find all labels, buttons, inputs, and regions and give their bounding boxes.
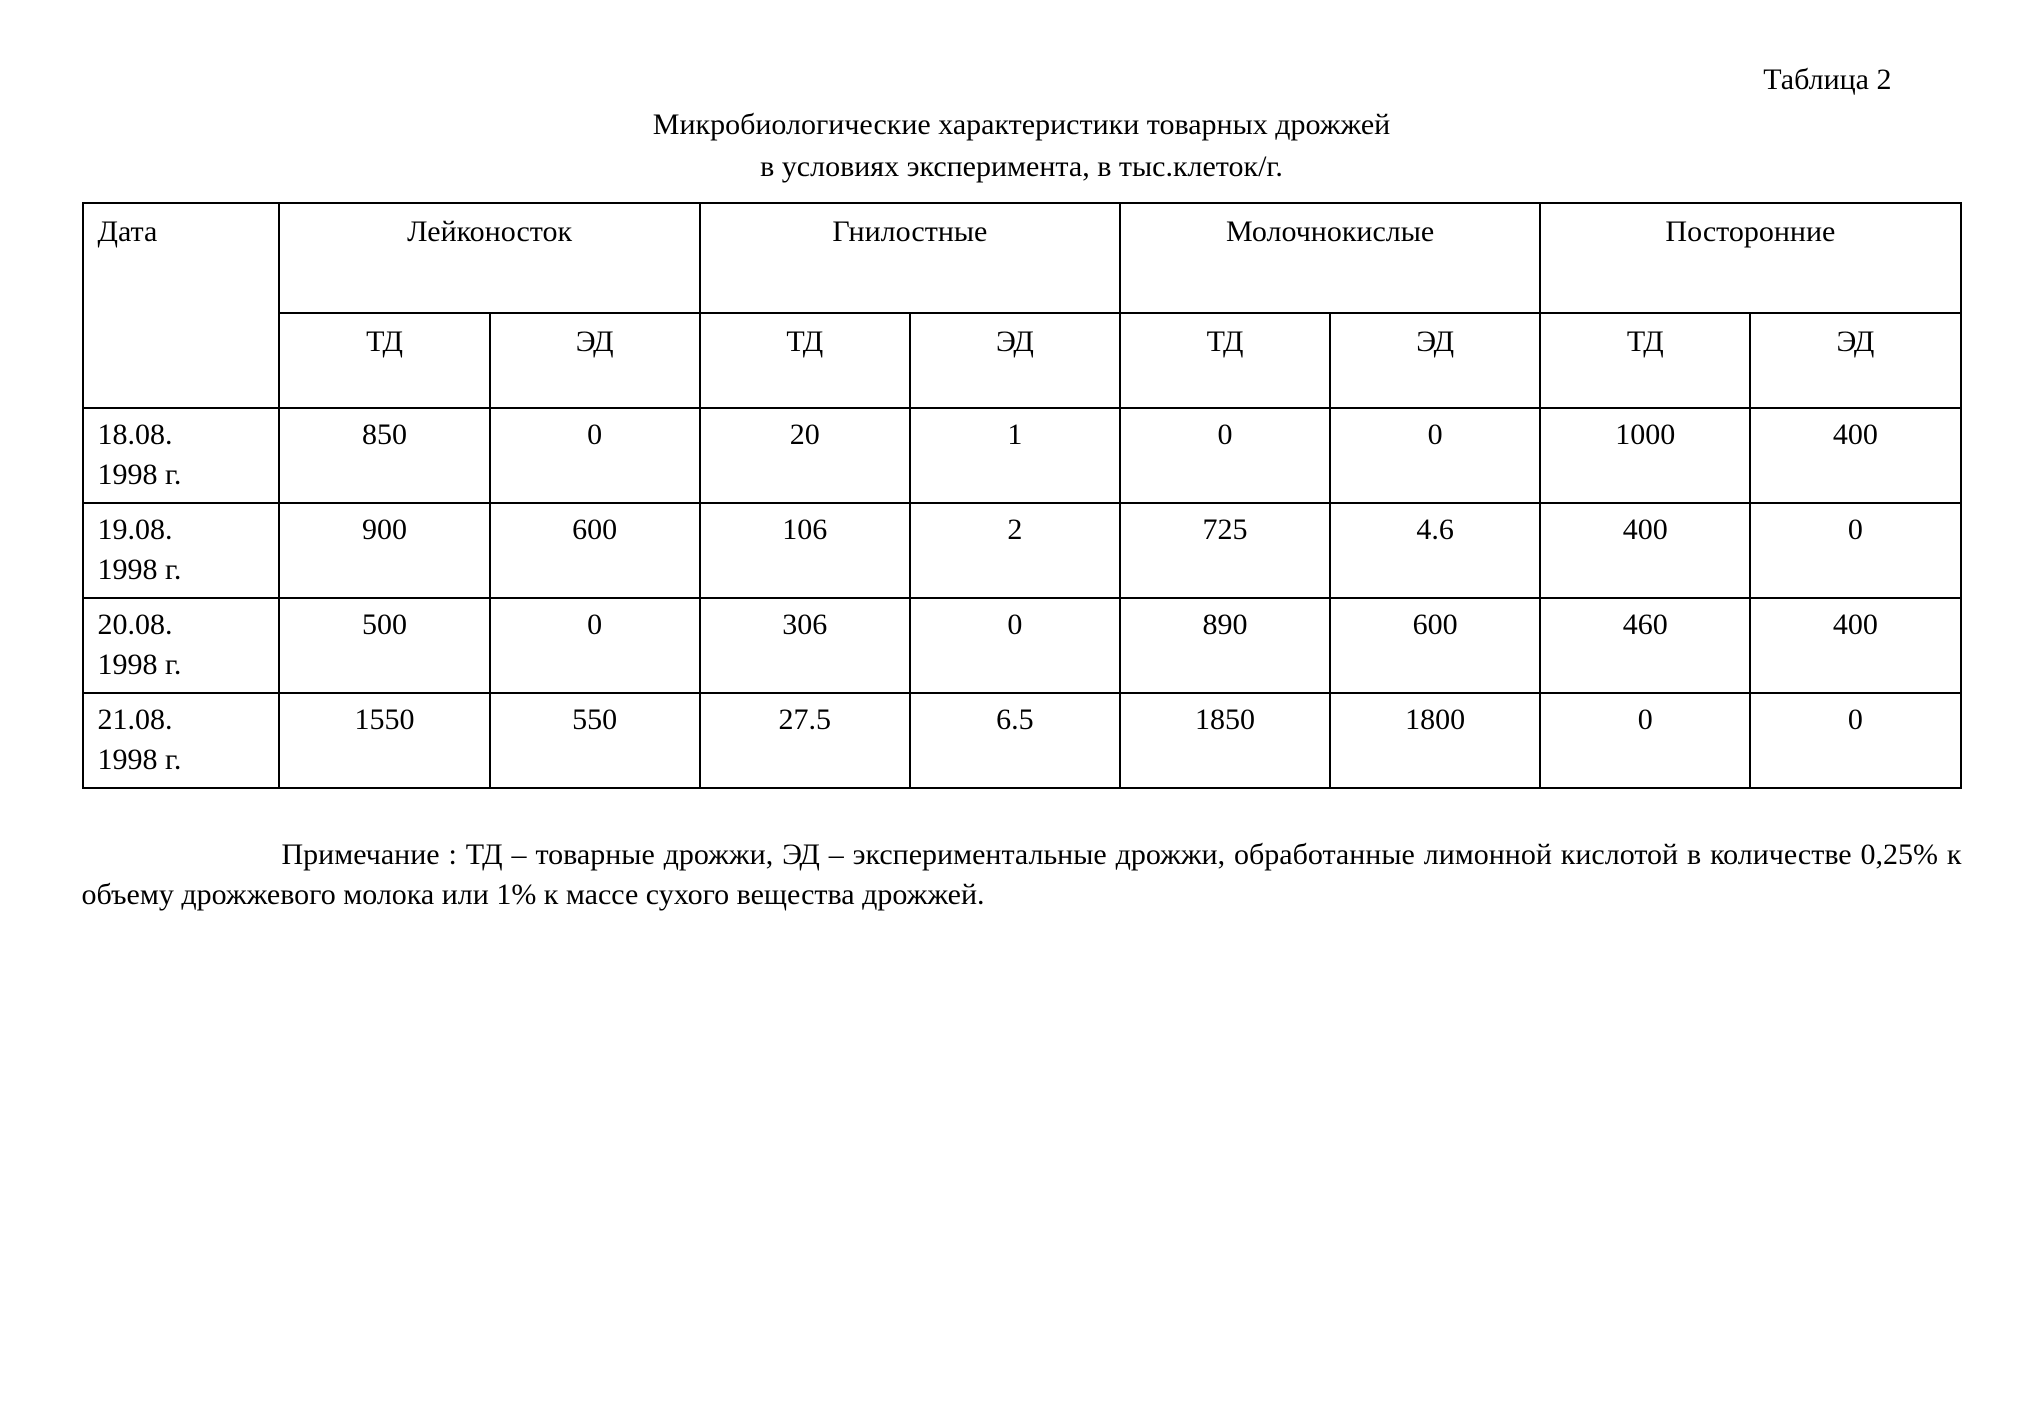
col-subheader: ЭД	[490, 313, 700, 408]
table-number: Таблица 2	[82, 60, 1962, 101]
col-subheader: ТД	[1120, 313, 1330, 408]
cell-date: 20.08. 1998 г.	[83, 598, 280, 693]
table-row: 20.08. 1998 г. 500 0 306 0 890 600 460 4…	[83, 598, 1961, 693]
cell-value: 0	[910, 598, 1120, 693]
data-table: Дата Лейконосток Гнилостные Молочнокислы…	[82, 202, 1962, 789]
footnote: Примечание : ТД – товарные дрожжи, ЭД – …	[82, 835, 1962, 916]
table-header-row-2: ТД ЭД ТД ЭД ТД ЭД ТД ЭД	[83, 313, 1961, 408]
cell-value: 0	[490, 408, 700, 503]
table-header-row-1: Дата Лейконосток Гнилостные Молочнокислы…	[83, 203, 1961, 314]
col-header-date: Дата	[83, 203, 280, 408]
cell-value: 27.5	[700, 693, 910, 788]
cell-value: 2	[910, 503, 1120, 598]
cell-value: 106	[700, 503, 910, 598]
title-line-2: в условиях эксперимента, в тыс.клеток/г.	[82, 147, 1962, 188]
cell-value: 550	[490, 693, 700, 788]
footnote-text: Примечание : ТД – товарные дрожжи, ЭД – …	[82, 835, 1962, 916]
col-subheader: ТД	[700, 313, 910, 408]
cell-value: 0	[1540, 693, 1750, 788]
cell-value: 1	[910, 408, 1120, 503]
col-subheader: ЭД	[1330, 313, 1540, 408]
table-row: 21.08. 1998 г. 1550 550 27.5 6.5 1850 18…	[83, 693, 1961, 788]
cell-date: 19.08. 1998 г.	[83, 503, 280, 598]
cell-value: 725	[1120, 503, 1330, 598]
cell-date: 21.08. 1998 г.	[83, 693, 280, 788]
cell-value: 20	[700, 408, 910, 503]
cell-value: 460	[1540, 598, 1750, 693]
col-header-group-2: Молочнокислые	[1120, 203, 1540, 314]
cell-value: 1850	[1120, 693, 1330, 788]
cell-value: 900	[279, 503, 489, 598]
table-row: 18.08. 1998 г. 850 0 20 1 0 0 1000 400	[83, 408, 1961, 503]
cell-date: 18.08. 1998 г.	[83, 408, 280, 503]
cell-value: 500	[279, 598, 489, 693]
cell-value: 600	[1330, 598, 1540, 693]
table-body: 18.08. 1998 г. 850 0 20 1 0 0 1000 400 1…	[83, 408, 1961, 788]
col-header-group-3: Посторонние	[1540, 203, 1960, 314]
col-subheader: ТД	[1540, 313, 1750, 408]
cell-value: 6.5	[910, 693, 1120, 788]
cell-value: 600	[490, 503, 700, 598]
cell-value: 1550	[279, 693, 489, 788]
cell-value: 850	[279, 408, 489, 503]
cell-value: 0	[1120, 408, 1330, 503]
col-subheader: ЭД	[910, 313, 1120, 408]
col-subheader: ЭД	[1750, 313, 1960, 408]
cell-value: 400	[1750, 408, 1960, 503]
cell-value: 400	[1540, 503, 1750, 598]
cell-value: 400	[1750, 598, 1960, 693]
title-line-1: Микробиологические характеристики товарн…	[82, 105, 1962, 146]
cell-value: 4.6	[1330, 503, 1540, 598]
cell-value: 306	[700, 598, 910, 693]
col-subheader: ТД	[279, 313, 489, 408]
cell-value: 0	[490, 598, 700, 693]
cell-value: 890	[1120, 598, 1330, 693]
page-container: Таблица 2 Микробиологические характерист…	[82, 60, 1962, 916]
cell-value: 0	[1750, 693, 1960, 788]
cell-value: 0	[1750, 503, 1960, 598]
cell-value: 1000	[1540, 408, 1750, 503]
cell-value: 1800	[1330, 693, 1540, 788]
cell-value: 0	[1330, 408, 1540, 503]
col-header-group-1: Гнилостные	[700, 203, 1120, 314]
table-row: 19.08. 1998 г. 900 600 106 2 725 4.6 400…	[83, 503, 1961, 598]
col-header-group-0: Лейконосток	[279, 203, 699, 314]
